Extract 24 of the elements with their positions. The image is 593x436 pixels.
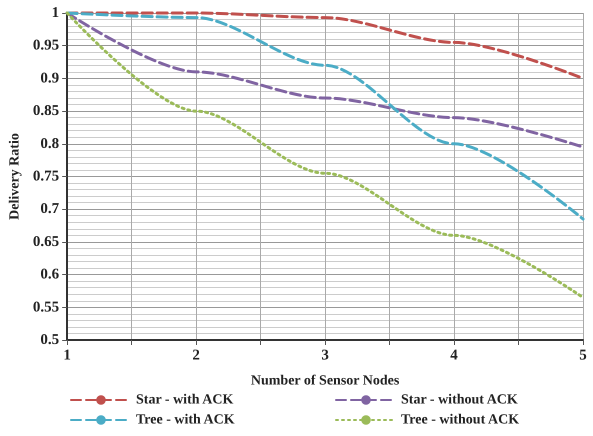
y-tick-label: 0.8 bbox=[40, 136, 60, 152]
legend-label: Tree - without ACK bbox=[401, 412, 520, 428]
legend-label: Star - without ACK bbox=[401, 392, 518, 408]
y-tick-label: 0.95 bbox=[32, 38, 60, 54]
x-tick-label: 3 bbox=[321, 348, 329, 364]
y-tick-label: 1 bbox=[52, 5, 60, 21]
legend-label: Tree - with ACK bbox=[136, 412, 235, 428]
y-tick-label: 0.55 bbox=[32, 299, 60, 316]
x-tick-label: 1 bbox=[63, 348, 71, 364]
legend-label: Star - with ACK bbox=[136, 392, 234, 408]
x-axis-title: Number of Sensor Nodes bbox=[250, 374, 400, 388]
x-tick-label: 2 bbox=[192, 348, 200, 364]
y-tick-label: 0.6 bbox=[40, 266, 60, 283]
y-tick-label: 0.65 bbox=[32, 234, 60, 250]
y-tick-label: 0.85 bbox=[32, 103, 60, 120]
line-series bbox=[66, 12, 584, 299]
x-tick-label: 5 bbox=[579, 348, 587, 364]
y-tick-label: 0.75 bbox=[32, 168, 60, 184]
y-tick-label: 0.7 bbox=[40, 201, 60, 218]
y-tick-label: 0.5 bbox=[40, 332, 60, 348]
y-tick-label: 0.9 bbox=[40, 70, 60, 86]
x-tick-label: 4 bbox=[450, 348, 458, 364]
line-series bbox=[66, 12, 584, 221]
y-axis-title: Delivery Ratio bbox=[8, 133, 22, 220]
